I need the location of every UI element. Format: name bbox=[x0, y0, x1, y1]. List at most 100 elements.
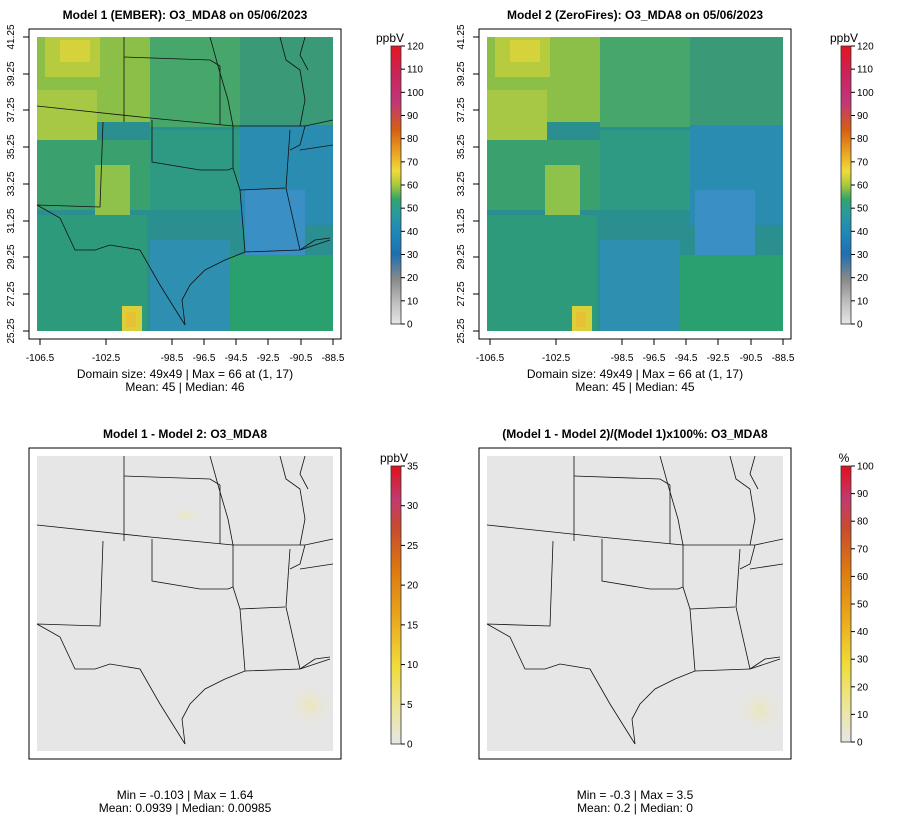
stats-line: Mean: 0.0939 | Median: 0.00985 bbox=[99, 801, 272, 815]
x-tick-label: -98.5 bbox=[611, 353, 634, 364]
x-tick-label: -88.5 bbox=[322, 353, 345, 364]
x-tick-label: -96.5 bbox=[643, 353, 666, 364]
colorbar-tick-label: 80 bbox=[407, 134, 419, 145]
state-boundaries bbox=[36, 455, 334, 745]
colorbar-tick-label: 90 bbox=[857, 111, 869, 122]
y-axis: 25.25 27.25 29.25 31.25 33.25 35.25 37.2… bbox=[6, 24, 30, 344]
colorbar-tick-label: 40 bbox=[857, 627, 869, 638]
colorbar-tick-label: 20 bbox=[407, 581, 419, 592]
x-tick-label: -88.5 bbox=[772, 353, 795, 364]
colorbar-tick-label: 80 bbox=[857, 517, 869, 528]
x-tick-label: -92.5 bbox=[707, 353, 730, 364]
colorbar-tick-label: 30 bbox=[407, 501, 419, 512]
y-tick-label: 31.25 bbox=[456, 208, 467, 233]
colorbar-tick-label: 90 bbox=[407, 111, 419, 122]
x-tick-label: -106.5 bbox=[476, 353, 505, 364]
colorbar-units: % bbox=[839, 451, 850, 465]
panel-title: Model 1 - Model 2: O3_MDA8 bbox=[103, 427, 267, 441]
y-tick-label: 27.25 bbox=[6, 281, 17, 306]
colorbar-tick-label: 30 bbox=[857, 655, 869, 666]
colorbar-tick-label: 15 bbox=[407, 620, 419, 631]
y-axis: 25.25 27.25 29.25 31.25 33.25 35.25 37.2… bbox=[456, 24, 480, 344]
x-tick-label: -90.5 bbox=[740, 353, 763, 364]
state-boundaries bbox=[37, 37, 333, 326]
y-tick-label: 35.25 bbox=[6, 134, 17, 159]
colorbar-tick-label: 30 bbox=[407, 250, 419, 261]
colorbar-tick-label: 0 bbox=[407, 320, 413, 331]
y-tick-label: 41.25 bbox=[456, 24, 467, 49]
colorbar-tick-label: 25 bbox=[407, 541, 419, 552]
y-tick-label: 27.25 bbox=[456, 281, 467, 306]
colorbar-tick-label: 20 bbox=[857, 682, 869, 693]
colorbar-tick-label: 20 bbox=[857, 273, 869, 284]
difference-anomaly bbox=[735, 685, 785, 735]
x-axis: -106.5 -102.5 -98.5 -96.5 -94.5 -92.5 -9… bbox=[26, 338, 345, 364]
colorbar-tick-label: 30 bbox=[857, 250, 869, 261]
stats-line: Min = -0.103 | Max = 1.64 bbox=[117, 788, 254, 802]
colorbar-units: ppbV bbox=[830, 31, 858, 45]
colorbar-tick-label: 70 bbox=[857, 157, 869, 168]
x-tick-label: -92.5 bbox=[257, 353, 280, 364]
stats-line: Min = -0.3 | Max = 3.5 bbox=[577, 788, 694, 802]
panel-title: (Model 1 - Model 2)/(Model 1)x100%: O3_M… bbox=[502, 427, 768, 441]
x-tick-label: -102.5 bbox=[92, 353, 121, 364]
colorbar-tick-label: 70 bbox=[857, 544, 869, 555]
y-tick-label: 33.25 bbox=[456, 171, 467, 196]
colorbar-tick-label: 40 bbox=[857, 227, 869, 238]
colorbar-tick-label: 50 bbox=[857, 600, 869, 611]
colorbar-tick-label: 10 bbox=[407, 296, 419, 307]
panel-difference: Model 1 - Model 2: O3_MDA8 Min = -0.103 … bbox=[28, 427, 419, 815]
x-axis: -106.5 -102.5 -98.5 -96.5 -94.5 -92.5 -9… bbox=[476, 338, 795, 364]
x-tick-label: -94.5 bbox=[225, 353, 248, 364]
stats-line: Mean: 45 | Median: 45 bbox=[575, 380, 695, 394]
y-tick-label: 37.25 bbox=[456, 97, 467, 122]
y-tick-label: 37.25 bbox=[6, 97, 17, 122]
colorbar-tick-label: 100 bbox=[407, 88, 424, 99]
y-tick-label: 35.25 bbox=[456, 134, 467, 159]
colorbar-tick-label: 120 bbox=[407, 42, 424, 53]
colorbar-tick-label: 60 bbox=[857, 181, 869, 192]
x-tick-label: -98.5 bbox=[161, 353, 184, 364]
y-tick-label: 33.25 bbox=[6, 171, 17, 196]
stats-line: Domain size: 49x49 | Max = 66 at (1, 17) bbox=[77, 367, 293, 381]
colorbar-units: ppbV bbox=[380, 451, 408, 465]
difference-anomaly bbox=[167, 507, 203, 523]
panel-title: Model 1 (EMBER): O3_MDA8 on 05/06/2023 bbox=[63, 8, 308, 22]
panel-percent-difference: (Model 1 - Model 2)/(Model 1)x100%: O3_M… bbox=[478, 427, 874, 815]
colorbar: % 0 10 20 30 40 50 60 70 80 90 100 bbox=[839, 451, 874, 749]
colorbar-tick-label: 40 bbox=[407, 227, 419, 238]
colorbar-tick-label: 70 bbox=[407, 157, 419, 168]
y-tick-label: 31.25 bbox=[6, 208, 17, 233]
colorbar-tick-label: 80 bbox=[857, 134, 869, 145]
stats-line: Domain size: 49x49 | Max = 66 at (1, 17) bbox=[527, 367, 743, 381]
panel-title: Model 2 (ZeroFires): O3_MDA8 on 05/06/20… bbox=[507, 8, 763, 22]
colorbar-tick-label: 10 bbox=[857, 296, 869, 307]
colorbar-tick-label: 110 bbox=[857, 65, 873, 76]
colorbar-tick-label: 0 bbox=[857, 738, 863, 749]
colorbar-tick-label: 60 bbox=[407, 181, 419, 192]
colorbar-tick-label: 0 bbox=[857, 320, 863, 331]
x-tick-label: -90.5 bbox=[290, 353, 313, 364]
x-tick-label: -106.5 bbox=[26, 353, 55, 364]
colorbar-tick-label: 20 bbox=[407, 273, 419, 284]
x-tick-label: -96.5 bbox=[193, 353, 216, 364]
colorbar-tick-label: 5 bbox=[407, 700, 413, 711]
y-tick-label: 41.25 bbox=[6, 24, 17, 49]
colorbar-tick-label: 120 bbox=[857, 42, 874, 53]
colorbar: ppbV 0 5 10 15 20 25 30 35 bbox=[380, 451, 419, 751]
colorbar-tick-label: 60 bbox=[857, 572, 869, 583]
state-boundaries bbox=[486, 455, 784, 745]
colorbar-units: ppbV bbox=[376, 31, 404, 45]
colorbar-tick-label: 10 bbox=[407, 660, 419, 671]
y-tick-label: 25.25 bbox=[6, 318, 17, 343]
heatmap-field bbox=[487, 456, 783, 751]
y-tick-label: 29.25 bbox=[456, 244, 467, 269]
colorbar-tick-label: 110 bbox=[407, 65, 423, 76]
y-tick-label: 39.25 bbox=[456, 61, 467, 86]
stats-line: Mean: 0.2 | Median: 0 bbox=[577, 801, 693, 815]
y-tick-label: 39.25 bbox=[6, 61, 17, 86]
colorbar-tick-label: 50 bbox=[407, 204, 419, 215]
panel-model2: Model 2 (ZeroFires): O3_MDA8 on 05/06/20… bbox=[456, 8, 874, 394]
colorbar-tick-label: 50 bbox=[857, 204, 869, 215]
heatmap-field bbox=[37, 37, 333, 331]
